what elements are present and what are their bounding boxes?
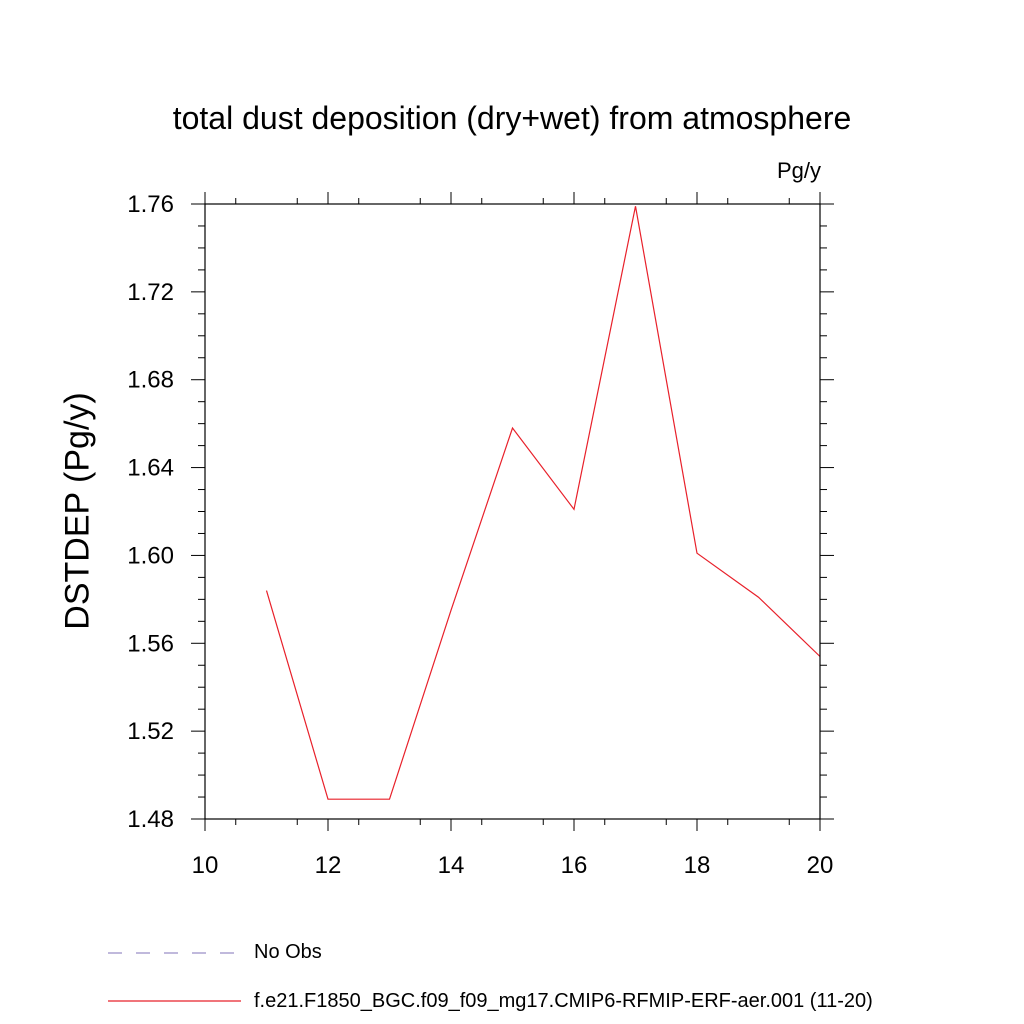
y-tick-label: 1.64 <box>127 455 174 482</box>
ticks-layer: 10 12 14 16 18 20 1.48 1.52 1.56 1.60 1.64 1.68 1.72… <box>127 191 834 879</box>
x-tick-label: 12 <box>315 852 342 879</box>
y-tick-label: 1.60 <box>127 542 174 569</box>
y-tick-label: 1.48 <box>127 806 174 833</box>
x-tick-label: 20 <box>807 852 834 879</box>
series-layer <box>265 206 821 800</box>
x-tick-label: 10 <box>192 852 219 879</box>
y-tick-label: 1.56 <box>127 630 174 657</box>
legend-label-model-run: f.e21.F1850_BGC.f09_f09_mg17.CMIP6-RFMIP… <box>254 990 873 1012</box>
legend-label-no-obs: No Obs <box>254 941 322 963</box>
legend-layer <box>108 952 241 1002</box>
x-tick-label: 14 <box>438 852 465 879</box>
chart-title: total dust deposition (dry+wet) from atm… <box>172 100 852 136</box>
y-tick-label: 1.76 <box>127 191 174 218</box>
units-label: Pg/y <box>776 158 821 183</box>
y-tick-label: 1.68 <box>127 367 174 394</box>
y-tick-label: 1.52 <box>127 718 174 745</box>
plot-frame <box>204 203 821 820</box>
x-tick-label: 16 <box>561 852 588 879</box>
series-line <box>265 206 821 800</box>
y-tick-label: 1.72 <box>127 279 174 306</box>
x-tick-label: 18 <box>684 852 711 879</box>
